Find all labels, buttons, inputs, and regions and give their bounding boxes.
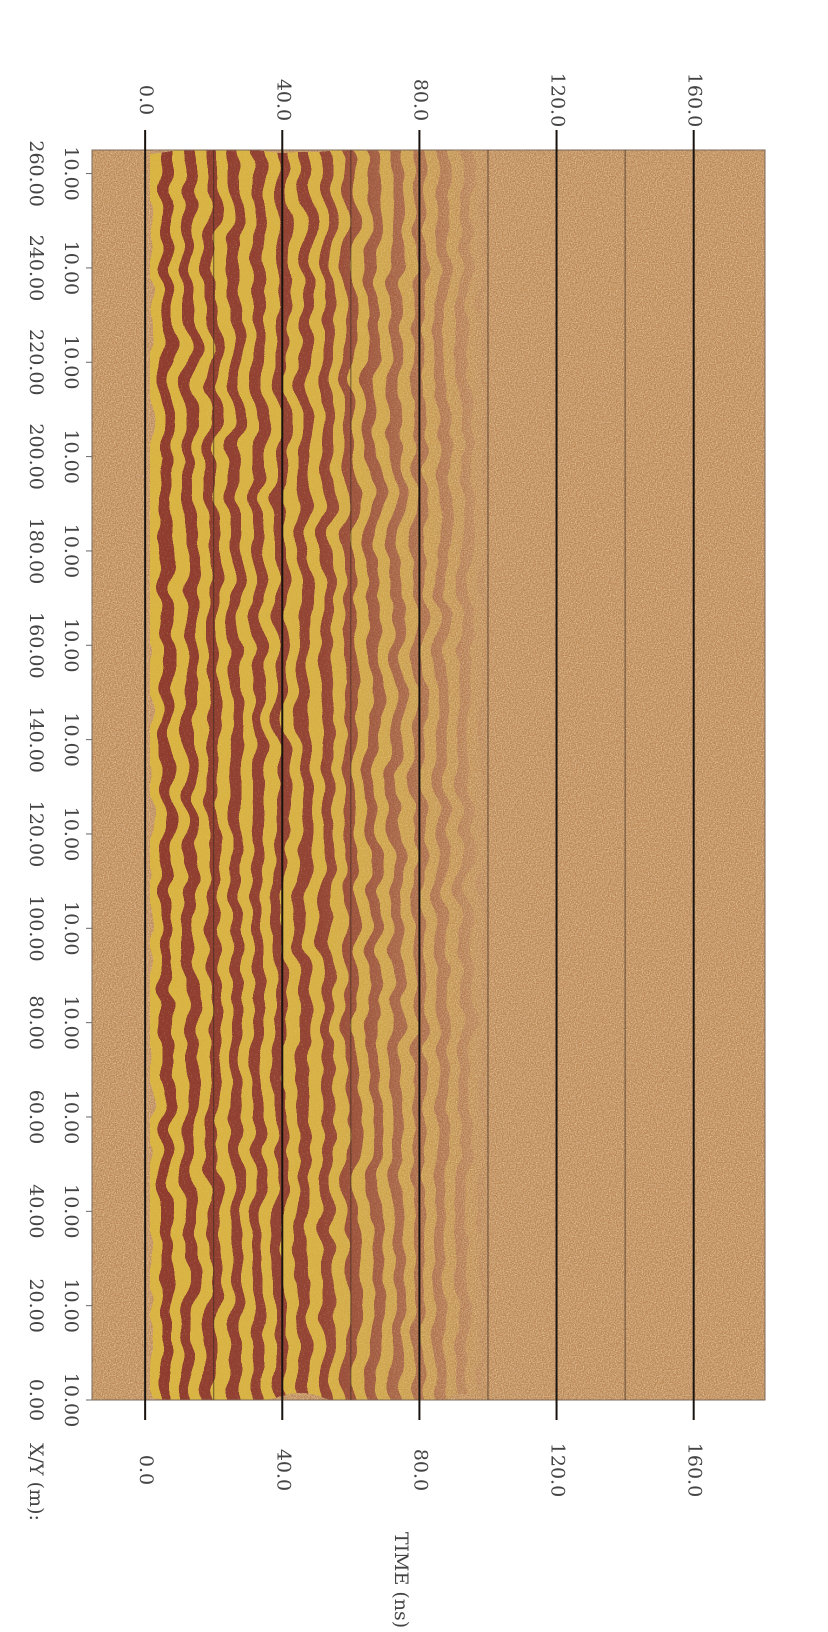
- x-axis-title: X/Y (m):: [25, 1443, 47, 1521]
- position-tick-label: 120.00: [25, 801, 47, 867]
- second-coordinate-label: 10.00: [60, 146, 82, 200]
- position-tick-label: 60.00: [25, 1090, 47, 1144]
- second-coordinate-label: 10.00: [60, 335, 82, 389]
- second-coordinate-label: 10.00: [60, 1373, 82, 1427]
- position-tick-label: 0.00: [25, 1379, 47, 1421]
- position-tick-label: 240.00: [25, 235, 47, 301]
- second-coordinate-label: 10.00: [60, 901, 82, 955]
- position-tick-label: 220.00: [25, 329, 47, 395]
- position-tick-label: 200.00: [25, 423, 47, 489]
- second-coordinate-label: 10.00: [60, 241, 82, 295]
- time-axis-title: TIME (ns): [390, 1532, 412, 1628]
- time-tick-label-top: 40.0: [272, 79, 294, 121]
- second-coordinate-label: 10.00: [60, 1278, 82, 1332]
- time-tick-label-top: 80.0: [409, 79, 431, 121]
- second-coordinate-label: 10.00: [60, 995, 82, 1049]
- position-tick-label: 260.00: [25, 140, 47, 206]
- second-coordinate-label: 10.00: [60, 807, 82, 861]
- time-tick-label-bottom: 0.0: [135, 1455, 157, 1485]
- second-coordinate-label: 10.00: [60, 618, 82, 672]
- position-tick-label: 160.00: [25, 612, 47, 678]
- position-tick-label: 20.00: [25, 1278, 47, 1332]
- time-tick-label-bottom: 160.0: [684, 1443, 706, 1497]
- second-coordinate-label: 10.00: [60, 524, 82, 578]
- position-tick-label: 40.00: [25, 1184, 47, 1238]
- position-tick-label: 140.00: [25, 706, 47, 772]
- time-tick-label-top: 0.0: [135, 85, 157, 115]
- plot-area: [91, 149, 766, 1401]
- second-coordinate-label: 10.00: [60, 1184, 82, 1238]
- plot-frame: [91, 149, 766, 1401]
- position-tick-label: 80.00: [25, 995, 47, 1049]
- position-tick-label: 180.00: [25, 518, 47, 584]
- second-coordinate-label: 10.00: [60, 1090, 82, 1144]
- second-coordinate-label: 10.00: [60, 712, 82, 766]
- time-tick-label-top: 160.0: [684, 73, 706, 127]
- time-tick-label-top: 120.0: [547, 73, 569, 127]
- time-tick-label-bottom: 80.0: [409, 1449, 431, 1491]
- grain-texture: [92, 150, 765, 1400]
- time-tick-label-bottom: 120.0: [547, 1443, 569, 1497]
- second-coordinate-label: 10.00: [60, 429, 82, 483]
- time-tick-label-bottom: 40.0: [272, 1449, 294, 1491]
- position-tick-label: 100.00: [25, 895, 47, 961]
